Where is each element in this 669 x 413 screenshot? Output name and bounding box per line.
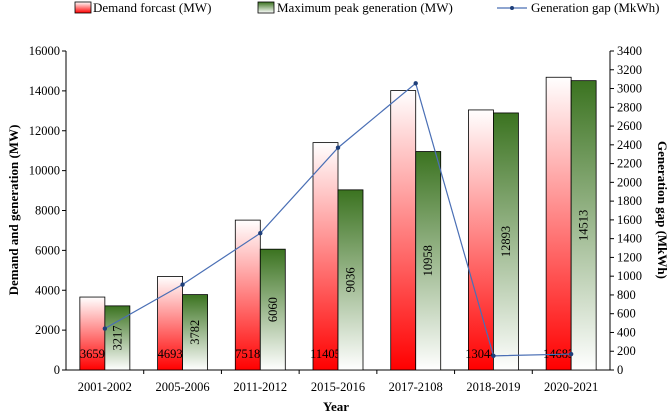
- bar-generation: [259, 248, 286, 371]
- y2-tick-label: 1800: [617, 194, 642, 208]
- bar-generation: [182, 294, 208, 371]
- point-generation-gap: [102, 326, 108, 331]
- bar-label-demand: 4693: [158, 347, 183, 361]
- y2-tick-label: 2000: [617, 175, 642, 189]
- y2-tick-label: 2600: [617, 119, 642, 133]
- y2-tick-label: 1600: [617, 213, 642, 227]
- x-tick-label: 2020-2021: [544, 380, 598, 394]
- y2-tick-label: 3200: [617, 63, 642, 77]
- bar-generation: [570, 80, 597, 371]
- y2-tick-label: 1200: [617, 250, 642, 264]
- y2-tick-label: 0: [617, 363, 623, 377]
- point-generation-gap: [180, 282, 185, 287]
- y2-tick-label: 200: [617, 344, 636, 358]
- bar-demand: [79, 296, 106, 371]
- bar-label-generation: 6060: [266, 297, 280, 322]
- bar-label-generation: 14513: [577, 210, 591, 241]
- y2-tick-label: 400: [617, 325, 636, 339]
- bar-label-generation: 3782: [188, 320, 202, 345]
- y2-tick-label: 2400: [617, 138, 642, 152]
- bar-label-generation: 9036: [344, 267, 358, 292]
- point-generation-gap: [491, 353, 496, 359]
- bar-label-demand: 3659: [80, 347, 105, 361]
- plot-area: 0 2000 4000 6000 8000 10000 12000 14000 16000 0 20…: [29, 44, 642, 394]
- bar-demand: [545, 76, 572, 371]
- y-axis-title: Demand and generation (MW): [6, 125, 21, 296]
- y-tick-label: 10000: [29, 164, 60, 178]
- y-tick-label: 14000: [29, 84, 60, 98]
- y-tick-label: 12000: [29, 124, 60, 138]
- x-tick-label: 2018-2019: [466, 380, 520, 394]
- y2-tick-label: 3400: [617, 44, 642, 58]
- y2-tick-label: 1400: [617, 232, 642, 246]
- legend: Demand forcast (MW) Maximum peak generat…: [74, 0, 660, 15]
- bar-generation: [415, 151, 442, 371]
- x-tick-label: 2001-2002: [78, 380, 132, 394]
- point-generation-gap: [413, 81, 418, 86]
- x-tick-label: 2005-2006: [155, 380, 209, 394]
- y2-tick-label: 2800: [617, 100, 642, 114]
- x-tick-label: 2015-2016: [311, 380, 365, 394]
- bar-label-demand: 13044: [465, 347, 497, 361]
- bar-demand: [234, 219, 261, 371]
- x-tick-label: 2017-2108: [389, 380, 443, 394]
- bar-generation: [337, 189, 364, 371]
- bar-label-generation: 12893: [499, 226, 513, 257]
- bar-label-generation: 10958: [421, 245, 435, 276]
- bar-label-demand: 7518: [235, 347, 260, 361]
- legend-swatch-generation: [257, 1, 275, 14]
- bar-generation: [493, 112, 519, 371]
- bar-label-generation: 3217: [110, 325, 124, 350]
- x-axis-title: Year: [323, 399, 349, 413]
- y2-tick-label: 600: [617, 307, 636, 321]
- y2-tick-label: 2200: [617, 157, 642, 171]
- legend-marker-gap: [510, 6, 514, 10]
- point-generation-gap: [258, 231, 263, 236]
- point-generation-gap: [335, 145, 341, 150]
- y2-tick-label: 1000: [617, 269, 642, 283]
- y-tick-label: 0: [54, 363, 60, 377]
- legend-label-generation: Maximum peak generation (MW): [277, 0, 453, 15]
- legend-label-gap: Generation gap (MkWh): [531, 0, 660, 15]
- y2-tick-label: 800: [617, 288, 636, 302]
- y2-tick-label: 3000: [617, 82, 642, 96]
- y2-axis-title: Generation gap (MkWh): [655, 141, 669, 279]
- x-tick-label: 2011-2012: [233, 380, 287, 394]
- legend-label-demand: Demand forcast (MW): [93, 0, 211, 15]
- bar-demand: [390, 90, 417, 371]
- point-generation-gap: [568, 351, 574, 357]
- bar-demand: [312, 142, 339, 371]
- bar-label-demand: 11405: [310, 347, 341, 361]
- y-tick-label: 2000: [35, 323, 60, 337]
- y-tick-label: 6000: [35, 243, 60, 257]
- legend-swatch-demand: [74, 1, 92, 14]
- bar-demand: [468, 109, 494, 371]
- y-tick-label: 4000: [35, 283, 60, 297]
- y-tick-label: 16000: [29, 44, 60, 58]
- y-tick-label: 8000: [35, 204, 60, 218]
